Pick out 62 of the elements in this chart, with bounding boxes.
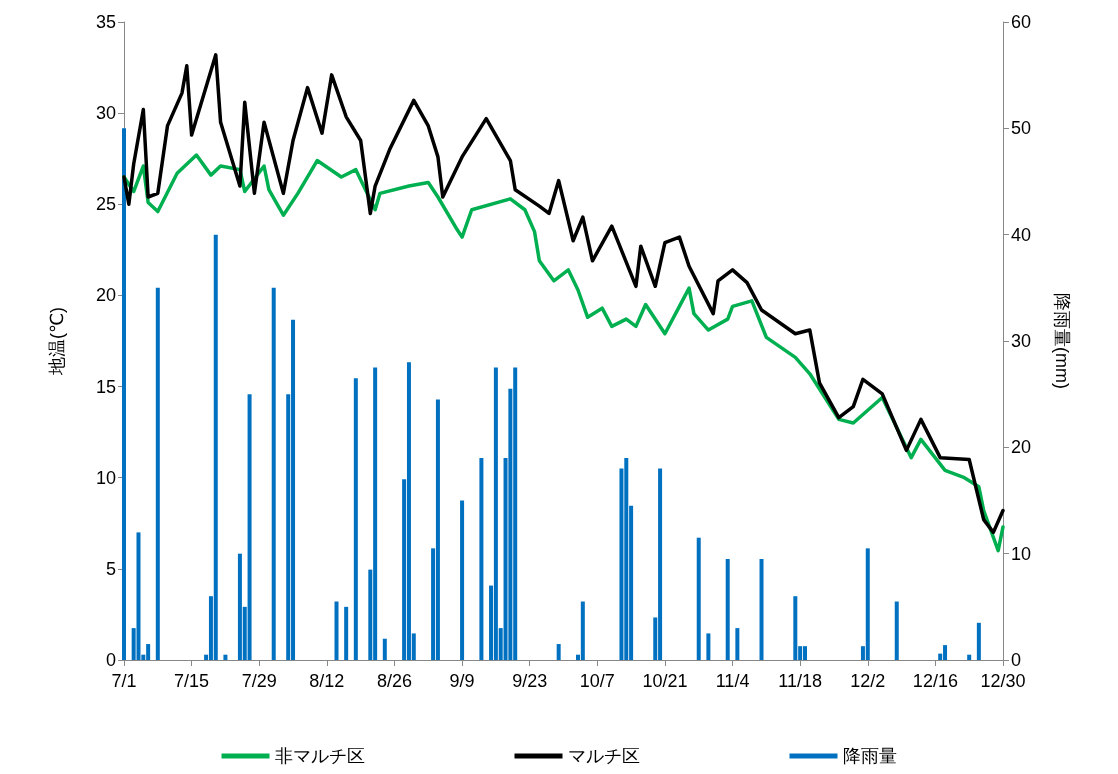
y-tick-label: 5 <box>105 558 116 579</box>
bar <box>247 394 252 660</box>
bar <box>696 537 701 660</box>
legend-label: 降雨量 <box>842 746 897 766</box>
x-tick-label: 9/23 <box>512 671 548 691</box>
bar <box>759 558 764 660</box>
y2-tick-label: 20 <box>1011 437 1032 458</box>
bar <box>976 622 981 660</box>
bar <box>334 601 339 660</box>
bar <box>735 628 740 660</box>
line-series <box>122 53 1005 535</box>
x-tick-label: 12/2 <box>850 671 886 691</box>
bar <box>344 606 349 660</box>
bar <box>155 287 160 660</box>
bar <box>967 654 972 660</box>
x-tick-label: 12/16 <box>912 671 958 691</box>
y2-tick-label: 30 <box>1011 331 1032 351</box>
y2-tick-label: 0 <box>1011 650 1022 670</box>
x-tick-label: 7/15 <box>174 671 210 691</box>
bar <box>382 638 387 660</box>
bar <box>136 532 141 660</box>
x-tick-label: 12/30 <box>980 671 1026 691</box>
y2-tick-label: 10 <box>1011 543 1032 564</box>
bar <box>213 234 218 660</box>
bar <box>353 378 358 660</box>
x-tick-label: 10/7 <box>579 671 615 691</box>
y-tick-label: 15 <box>95 376 116 397</box>
bar <box>793 596 798 660</box>
bar <box>725 558 730 660</box>
y2-tick-label: 50 <box>1011 118 1032 139</box>
bar <box>580 601 585 660</box>
x-tick-label: 8/12 <box>309 671 345 691</box>
bar <box>865 548 870 660</box>
x-tick-label: 9/9 <box>449 671 475 691</box>
bar <box>223 654 228 660</box>
x-tick-label: 8/26 <box>376 671 412 691</box>
bar <box>556 644 561 660</box>
x-tick-label: 11/18 <box>778 671 823 691</box>
y2-axis-title: 降雨量(mm) <box>1052 293 1072 389</box>
x-tick-label: 11/4 <box>715 671 750 691</box>
y-tick-label: 30 <box>95 103 116 124</box>
y-axis-title: 地温(℃) <box>47 306 67 377</box>
legend-label: マルチ区 <box>567 746 640 766</box>
y2-tick-label: 40 <box>1011 224 1032 245</box>
x-tick-label: 10/21 <box>642 671 688 691</box>
y-tick-label: 0 <box>105 650 116 670</box>
x-tick-label: 7/1 <box>111 671 137 691</box>
bar <box>706 633 711 660</box>
y-tick-label: 35 <box>95 12 116 32</box>
y2-tick-label: 60 <box>1011 12 1032 32</box>
legend-label: 非マルチ区 <box>274 746 365 766</box>
x-tick-label: 7/29 <box>241 671 277 691</box>
bar <box>802 646 807 660</box>
bar <box>460 500 465 660</box>
bar <box>122 128 126 660</box>
y-tick-label: 10 <box>95 467 116 488</box>
bar <box>894 601 899 660</box>
bar <box>271 287 276 660</box>
bar <box>479 457 484 660</box>
y-tick-label: 20 <box>95 285 116 306</box>
y-tick-label: 25 <box>95 194 116 215</box>
bar <box>435 399 440 660</box>
